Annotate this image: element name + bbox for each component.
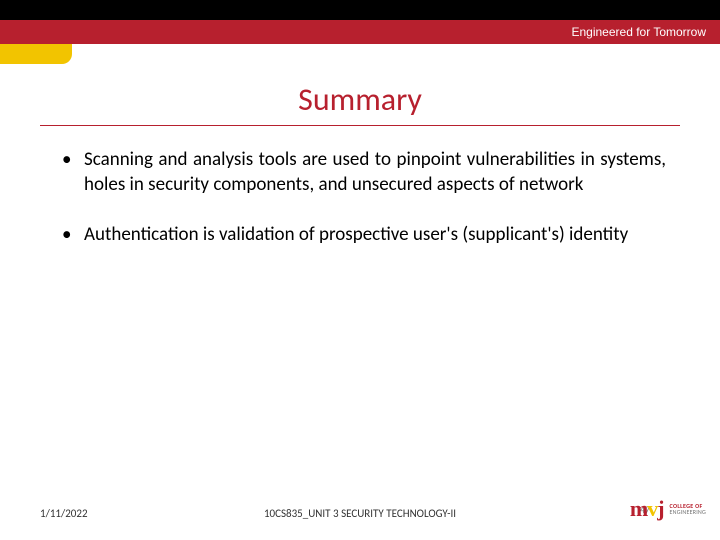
bullet-item: Authentication is validation of prospect… xyxy=(54,223,666,248)
header-tagline: Engineered for Tomorrow xyxy=(571,20,706,44)
header-bar: Engineered for Tomorrow xyxy=(0,0,720,44)
bullet-list: Scanning and analysis tools are used to … xyxy=(54,148,666,248)
title-underline xyxy=(40,125,680,126)
logo-letter-j: j xyxy=(657,498,664,520)
logo-letter-m: m xyxy=(630,498,648,520)
logo-text-line2: ENGINEERING xyxy=(670,509,706,515)
yellow-tab xyxy=(0,44,72,64)
bullet-item: Scanning and analysis tools are used to … xyxy=(54,148,666,197)
logo-text: COLLEGE OF ENGINEERING xyxy=(670,503,706,515)
content-area: Scanning and analysis tools are used to … xyxy=(0,148,720,248)
mvj-logo: m v j COLLEGE OF ENGINEERING xyxy=(630,498,706,520)
footer-date: 1/11/2022 xyxy=(40,507,88,520)
footer: 1/11/2022 10CS835_UNIT 3 SECURITY TECHNO… xyxy=(0,496,720,526)
slide-title: Summary xyxy=(0,80,720,119)
footer-center-text: 10CS835_UNIT 3 SECURITY TECHNOLOGY-II xyxy=(264,507,456,520)
header-black-stripe xyxy=(0,0,720,20)
